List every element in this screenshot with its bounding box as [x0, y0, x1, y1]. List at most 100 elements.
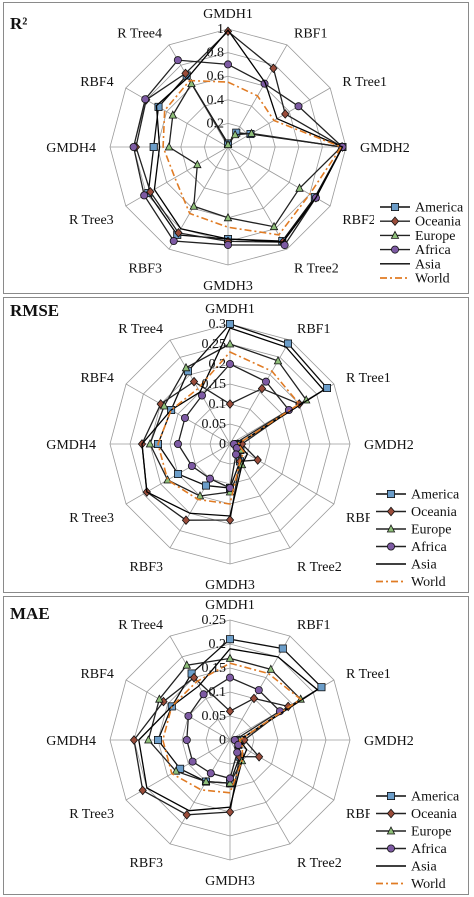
- series-line-world: [162, 79, 343, 236]
- data-point-europe: [145, 439, 155, 448]
- data-point-oceania: [182, 810, 191, 820]
- grid-spoke: [125, 383, 231, 445]
- category-label-r-tree2: R Tree2: [294, 261, 339, 276]
- category-label-rbf4: RBF4: [80, 75, 113, 90]
- data-point-europe: [225, 339, 235, 348]
- tick-label: 0.05: [202, 417, 227, 432]
- data-point-africa: [225, 483, 234, 492]
- data-point-africa: [188, 757, 197, 766]
- legend-label-asia: Asia: [411, 558, 437, 573]
- grid-spoke: [227, 87, 331, 148]
- category-label-r-tree1: R Tree1: [346, 371, 391, 386]
- legend-marker-europe: [386, 826, 396, 835]
- data-point-africa: [234, 740, 243, 749]
- data-point-europe: [230, 129, 240, 139]
- category-label-gmdh4: GMDH4: [46, 141, 96, 156]
- legend-box: [370, 786, 458, 884]
- category-label-rbf1: RBF1: [297, 618, 330, 633]
- mae-chart-panel: 0 0.05 0.1 0.15 0.2 0.25 GMDH1 RBF1 R Tree1 GMDH2…: [3, 596, 469, 895]
- data-point-africa: [197, 391, 206, 400]
- data-point-africa: [225, 360, 234, 369]
- data-point-europe: [163, 475, 172, 484]
- data-point-africa: [182, 735, 191, 744]
- data-point-america: [317, 683, 326, 692]
- legend-label-oceania: Oceania: [415, 215, 462, 230]
- legend-label-europe: Europe: [411, 523, 451, 538]
- grid-spoke: [125, 679, 231, 741]
- category-label-rbf3: RBF3: [130, 560, 163, 575]
- tick-label: 0.4: [207, 93, 225, 108]
- data-point-africa: [294, 102, 303, 111]
- data-point-america: [278, 644, 287, 653]
- legend-label-america: America: [411, 790, 460, 805]
- tick-label: 0: [219, 437, 226, 452]
- grid-spoke: [169, 739, 231, 845]
- tick-labels: 0 0.05 0.1 0.15 0.2 0.25 0.3: [202, 317, 227, 452]
- category-label-r-tree4: R Tree4: [117, 27, 162, 42]
- tick-label: 0: [219, 733, 226, 748]
- data-point-africa: [231, 450, 240, 459]
- category-label-r-tree1: R Tree1: [342, 75, 387, 90]
- tick-label: 0.1: [209, 685, 227, 700]
- tick-label: 0.25: [202, 337, 227, 352]
- data-point-europe: [193, 159, 202, 169]
- category-label-gmdh4: GMDH4: [46, 734, 96, 749]
- rmse-chart-panel: 0 0.05 0.1 0.15 0.2 0.25 0.3 GMDH1 RBF1 R Tree1 GM…: [3, 297, 469, 593]
- category-label-rbf1: RBF1: [294, 27, 327, 42]
- legend-label-world: World: [411, 575, 446, 590]
- chart-title: RMSE: [10, 301, 59, 320]
- tick-label: 0.3: [209, 317, 227, 332]
- chart-title: MAE: [10, 604, 50, 623]
- category-label-r-tree4: R Tree4: [118, 322, 163, 337]
- legend-label-africa: Africa: [415, 243, 452, 258]
- tick-labels: 0.2 0.4 0.6 0.8 1: [207, 22, 225, 131]
- series-line-world: [157, 351, 301, 505]
- grid-spoke: [229, 339, 291, 445]
- series-line-asia: [153, 29, 344, 243]
- data-point-oceania: [189, 672, 199, 683]
- category-label-gmdh3: GMDH3: [205, 578, 255, 592]
- data-point-europe: [225, 653, 235, 662]
- legend-marker-america: [390, 202, 399, 211]
- series-line-america: [147, 74, 344, 242]
- category-label-gmdh3: GMDH3: [205, 874, 255, 889]
- chart-title: R²: [10, 14, 27, 33]
- r2-chart-panel: 0.2 0.4 0.6 0.8 1 GMDH1 RBF1 R Tree1 GMDH2 RBF2 R …: [3, 2, 469, 294]
- legend-marker-oceania: [390, 216, 400, 227]
- category-label-rbf3: RBF3: [129, 261, 162, 276]
- category-label-gmdh1: GMDH1: [203, 7, 253, 22]
- legend-label-world: World: [415, 272, 450, 287]
- tick-label: 0.6: [207, 69, 225, 84]
- grid-spoke: [229, 739, 335, 801]
- legend-box: [370, 484, 458, 584]
- data-point-america: [174, 469, 183, 478]
- tick-label: 0.05: [202, 709, 227, 724]
- data-point-africa: [233, 748, 242, 757]
- category-label-gmdh2: GMDH2: [360, 141, 410, 156]
- data-point-oceania: [257, 383, 267, 394]
- data-point-oceania: [249, 693, 259, 704]
- category-label-r-tree3: R Tree3: [69, 511, 114, 526]
- data-point-africa: [129, 142, 138, 151]
- tick-label: 1: [217, 22, 224, 37]
- category-label-rbf4: RBF4: [80, 667, 113, 682]
- legend-label-world: World: [411, 877, 446, 892]
- data-point-oceania: [225, 706, 235, 717]
- data-point-europe: [223, 139, 233, 149]
- series-line-asia: [141, 327, 325, 517]
- data-point-america: [153, 735, 162, 744]
- data-point-europe: [269, 221, 279, 231]
- data-point-oceania: [146, 187, 155, 197]
- tick-label: 0.25: [202, 613, 227, 628]
- category-label-r-tree4: R Tree4: [118, 618, 163, 633]
- tick-label: 0.2: [209, 637, 227, 652]
- data-point-africa: [140, 191, 149, 200]
- series-line-world: [161, 662, 303, 794]
- data-point-america: [225, 319, 234, 328]
- data-point-europe: [159, 401, 169, 410]
- data-point-africa: [180, 414, 189, 423]
- tick-label: 0.2: [209, 357, 227, 372]
- data-point-europe: [225, 778, 235, 787]
